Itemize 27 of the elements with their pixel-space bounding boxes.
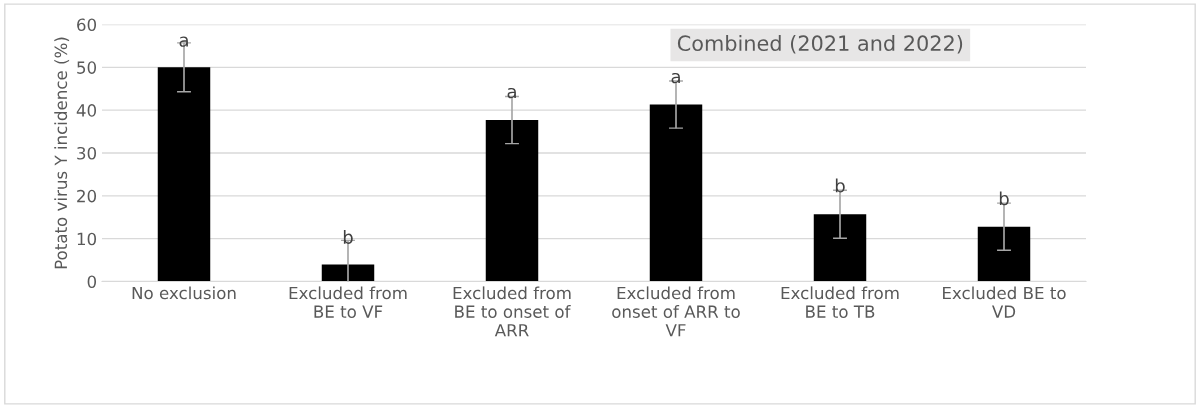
y-tick-label: 60 <box>77 18 97 32</box>
x-tick-label: No exclusion <box>132 286 236 300</box>
y-tick-label: 20 <box>77 189 97 203</box>
y-tick-label: 0 <box>87 275 97 289</box>
y-tick-label: 10 <box>77 232 97 246</box>
bar <box>813 214 867 282</box>
bar <box>157 67 211 282</box>
bar <box>321 264 375 282</box>
annotation: a <box>507 87 516 99</box>
annotation: b <box>343 229 353 244</box>
chart-title: Combined (2021 and 2022) <box>677 34 963 54</box>
annotation: b <box>835 178 845 193</box>
y-tick-label: 50 <box>77 61 97 74</box>
y-axis-title: Potato virus Y incidence (%) <box>54 37 70 269</box>
bar <box>649 104 703 282</box>
annotation: a <box>179 36 188 47</box>
x-tick-label: Excluded BE to VD <box>943 286 1066 318</box>
y-tick-label: 40 <box>76 104 97 117</box>
y-tick-label: 30 <box>77 146 97 160</box>
x-tick-label: Excluded from onset of ARR to VF <box>612 286 740 337</box>
annotation: a <box>671 72 680 84</box>
annotation: b <box>999 191 1009 206</box>
x-tick-label: Excluded from BE to onset of ARR <box>453 286 571 337</box>
bar <box>977 226 1031 282</box>
x-tick-label: Excluded from BE to VF <box>289 286 407 318</box>
bar <box>485 120 539 282</box>
x-tick-label: Excluded from BE to TB <box>781 286 899 318</box>
